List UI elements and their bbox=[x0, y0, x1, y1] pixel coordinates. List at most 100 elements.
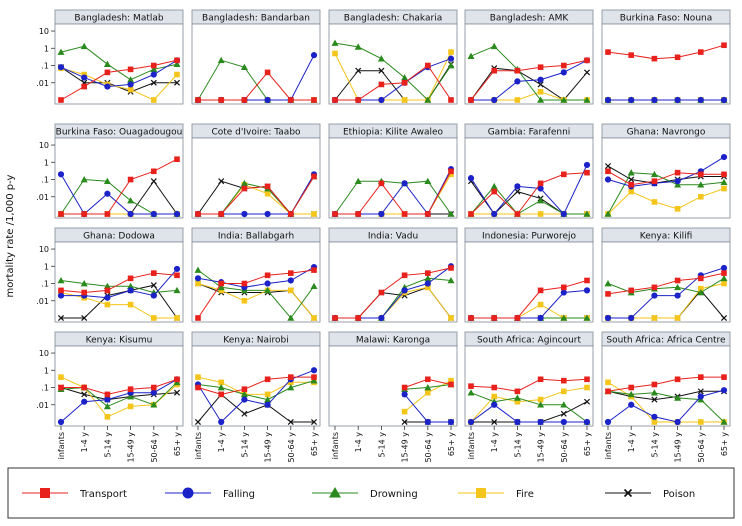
series-line bbox=[198, 71, 314, 101]
data-point bbox=[104, 391, 111, 398]
plot-area bbox=[601, 241, 731, 323]
y-tick-label: .01 bbox=[36, 193, 49, 202]
data-point bbox=[81, 398, 88, 405]
data-point bbox=[174, 376, 180, 383]
data-point bbox=[217, 283, 225, 291]
data-point bbox=[174, 272, 180, 279]
data-point bbox=[561, 377, 567, 384]
panel-title: Bangladesh: Chakaria bbox=[344, 14, 442, 24]
data-point bbox=[310, 52, 318, 59]
data-point bbox=[650, 389, 658, 396]
data-point bbox=[583, 314, 591, 321]
data-point bbox=[104, 211, 111, 217]
series-line bbox=[198, 176, 315, 215]
data-point bbox=[651, 413, 658, 420]
x-tick-label: infants bbox=[57, 432, 66, 459]
data-point bbox=[104, 414, 111, 420]
data-point bbox=[514, 398, 521, 405]
data-point bbox=[218, 211, 224, 217]
data-point bbox=[627, 390, 635, 398]
panel-title: Ethiopia: Kilite Awaleo bbox=[343, 128, 444, 138]
data-point bbox=[674, 292, 681, 299]
series-transport bbox=[605, 42, 727, 62]
data-point bbox=[354, 43, 362, 50]
data-point bbox=[241, 97, 248, 103]
data-point bbox=[514, 67, 521, 74]
panel: Bangladesh: AMK bbox=[464, 9, 594, 105]
series-line bbox=[197, 380, 315, 401]
x-tick-label: 50-64 y bbox=[697, 432, 706, 463]
data-point bbox=[674, 394, 682, 401]
x-tick-label: 65+ y bbox=[583, 432, 592, 456]
data-point bbox=[721, 374, 727, 380]
data-point bbox=[174, 156, 180, 163]
data-point bbox=[332, 211, 338, 217]
data-point bbox=[604, 176, 612, 183]
data-point bbox=[104, 287, 111, 294]
x-tick-label: 5-14 y bbox=[513, 432, 522, 458]
data-point bbox=[561, 62, 567, 69]
x-tick-label: 1-4 y bbox=[627, 432, 636, 453]
panel: Burkina Faso: Ouagadougou 10 1 .1 .01 bbox=[36, 123, 184, 219]
data-point bbox=[448, 171, 454, 178]
data-point bbox=[674, 96, 681, 104]
y-tick-label: 10 bbox=[39, 27, 49, 36]
series-transport bbox=[195, 69, 317, 103]
panel: Kenya: Kisumu 10 1 .1 .01 infants 1-4 y 5-14 y 1… bbox=[36, 331, 184, 463]
series-line bbox=[60, 174, 177, 215]
data-point bbox=[604, 280, 612, 287]
data-point bbox=[561, 388, 567, 395]
legend-marker bbox=[623, 488, 633, 498]
x-tick-label: 5-14 y bbox=[103, 432, 112, 458]
data-point bbox=[401, 384, 408, 391]
legend-marker bbox=[329, 487, 341, 498]
panel-title: Bangladesh: Bandarban bbox=[202, 14, 310, 24]
data-point bbox=[424, 177, 432, 184]
data-point bbox=[491, 67, 497, 74]
data-point bbox=[173, 79, 181, 86]
data-point bbox=[218, 418, 225, 426]
panels-layer: Bangladesh: Matlab 10 1 .1 .01 Bangladesh: Ba… bbox=[36, 9, 731, 463]
series-line bbox=[470, 392, 588, 423]
series-line bbox=[607, 390, 725, 423]
data-point bbox=[698, 193, 704, 200]
data-point bbox=[537, 180, 544, 187]
data-point bbox=[490, 182, 498, 190]
data-point bbox=[537, 211, 544, 217]
data-point bbox=[698, 49, 704, 55]
series-line bbox=[61, 268, 178, 299]
data-point bbox=[127, 197, 135, 204]
legend-label: Fire bbox=[516, 489, 534, 500]
data-point bbox=[264, 376, 271, 383]
series-transport bbox=[58, 376, 180, 398]
panel-title: Kenya: Nairobi bbox=[223, 336, 288, 346]
series-line bbox=[335, 267, 452, 319]
data-point bbox=[288, 374, 294, 380]
data-point bbox=[150, 210, 157, 218]
panel-title: Burkina Faso: Nouna bbox=[620, 14, 713, 24]
data-point bbox=[628, 181, 634, 188]
data-point bbox=[447, 276, 455, 284]
data-point bbox=[628, 384, 634, 391]
data-point bbox=[447, 210, 455, 217]
series-transport bbox=[468, 57, 590, 103]
data-point bbox=[104, 301, 111, 308]
data-point bbox=[127, 403, 134, 410]
panel: South Africa: Agincourt infants 1-4 y 5-14 … bbox=[464, 331, 594, 463]
panel-title: India: Vadu bbox=[368, 232, 418, 242]
series-transport bbox=[468, 277, 590, 321]
panel-title: Burkina Faso: Ouagadougou bbox=[56, 128, 183, 138]
data-point bbox=[195, 211, 201, 217]
data-point bbox=[151, 62, 157, 69]
data-point bbox=[424, 274, 432, 282]
plot-area bbox=[54, 137, 184, 219]
legend-item-transport: Transport bbox=[22, 488, 127, 500]
legend-marker bbox=[182, 487, 194, 499]
data-point bbox=[195, 280, 201, 287]
data-point bbox=[401, 180, 408, 187]
data-point bbox=[401, 408, 408, 415]
series-transport bbox=[332, 265, 454, 321]
data-point bbox=[628, 52, 634, 58]
data-point bbox=[218, 379, 224, 386]
plot-area bbox=[191, 241, 321, 323]
